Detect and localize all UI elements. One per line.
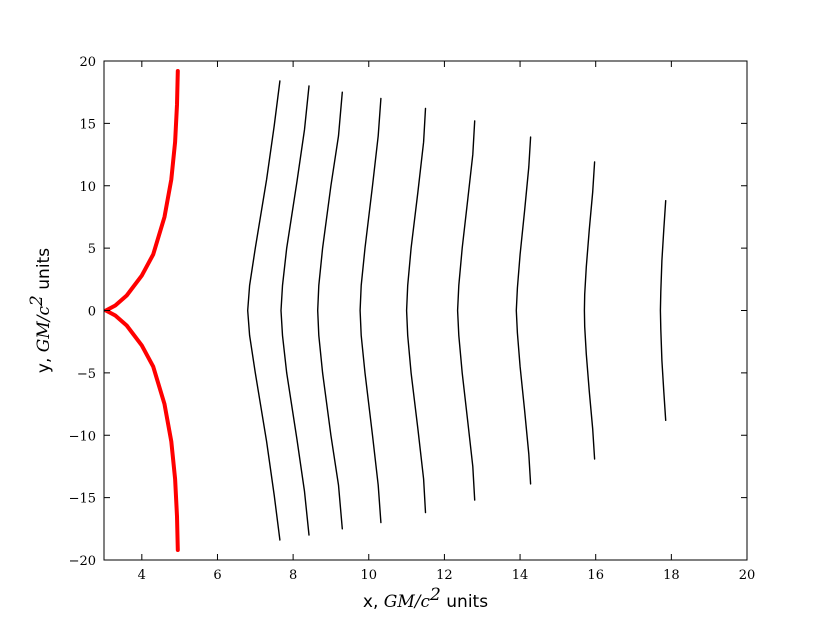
series-line-3 <box>317 91 343 530</box>
y-axis-title-math: GM/c <box>34 305 54 352</box>
x-tick-label: 8 <box>289 568 297 583</box>
x-tick-label: 14 <box>512 568 529 583</box>
y-axis-title-superscript: 2 <box>27 295 47 307</box>
plot-frame <box>103 60 748 561</box>
y-tick-label: −15 <box>69 492 96 507</box>
y-tick-label: −5 <box>77 367 96 382</box>
x-tick-label: 12 <box>436 568 453 583</box>
x-tick-label: 18 <box>663 568 680 583</box>
y-tick-label: 10 <box>79 180 96 195</box>
series-line-9 <box>659 199 667 421</box>
x-tick-label: 6 <box>213 568 221 583</box>
y-tick-label: −20 <box>69 554 96 569</box>
x-axis-title-superscript: 2 <box>429 585 441 605</box>
series-line-7 <box>515 136 532 485</box>
series-line-red <box>103 69 180 552</box>
y-tick-label: 20 <box>79 55 96 70</box>
series-line-5 <box>405 107 427 514</box>
y-axis-title-suffix: units <box>34 248 54 295</box>
x-tick-label: 10 <box>360 568 377 583</box>
y-tick-label: 15 <box>79 117 96 132</box>
series-layer <box>103 69 667 552</box>
x-axis-title-math: GM/c <box>384 592 431 612</box>
x-axis-title-prefix: x, <box>363 592 384 612</box>
y-tick-label: 0 <box>88 305 96 320</box>
x-tick-label: 16 <box>587 568 604 583</box>
x-axis-title: x, GM/c2 units <box>363 585 488 612</box>
y-tick-label: −10 <box>69 429 96 444</box>
series-line-4 <box>359 97 382 524</box>
y-tick-label: 5 <box>88 242 96 257</box>
y-axis-title-prefix: y, <box>34 352 54 373</box>
ticks-layer: 4 6 8 10 12 14 16 18 20 −20 −15 −10 −5 0 5 10 15 20 <box>69 55 756 583</box>
series-line-8 <box>583 161 596 460</box>
x-tick-label: 4 <box>138 568 146 583</box>
x-axis-title-suffix: units <box>441 592 488 612</box>
y-axis-title: y, GM/c2 units <box>27 248 54 373</box>
series-line-2 <box>280 85 310 536</box>
series-line-6 <box>456 120 476 501</box>
x-tick-label: 20 <box>739 568 756 583</box>
series-line-1 <box>246 80 281 541</box>
